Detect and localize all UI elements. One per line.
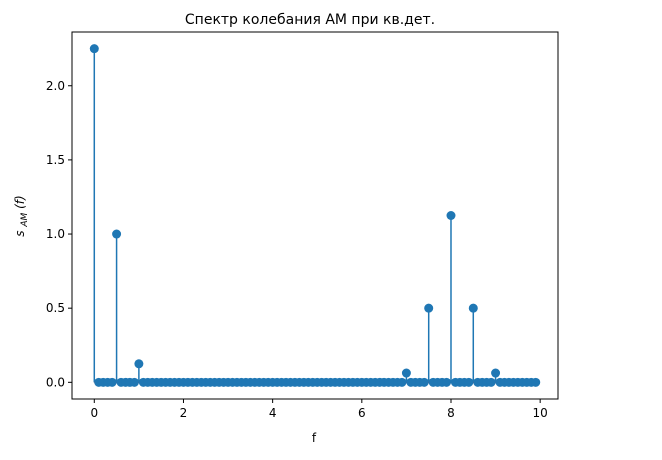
stem-marker — [464, 377, 474, 387]
y-axis-label: s AM (f) — [13, 195, 30, 236]
x-tick-label: 10 — [533, 406, 548, 420]
stem-marker — [446, 211, 456, 220]
stem-marker — [107, 377, 117, 387]
stem-marker — [442, 377, 452, 387]
x-axis-ticks: 0 2 4 6 8 10 — [90, 399, 548, 420]
stem-marker — [491, 368, 501, 378]
y-axis-label-sub: AM — [20, 212, 30, 227]
x-tick-label: 6 — [358, 406, 366, 420]
y-tick-label: 1.0 — [46, 227, 65, 241]
y-axis-label-rest: (f) — [13, 195, 27, 209]
stem-marker — [112, 229, 122, 239]
stem-marker — [89, 44, 99, 54]
y-axis-ticks: 0.0 0.5 1.0 1.5 2.0 — [46, 79, 72, 389]
plot-area — [89, 44, 541, 387]
x-axis-label: f — [312, 431, 317, 445]
stem-marker — [401, 368, 411, 378]
y-tick-label: 0.0 — [46, 375, 65, 389]
stem-marker — [397, 377, 407, 387]
stem-marker — [531, 377, 541, 387]
x-tick-label: 8 — [447, 406, 455, 420]
axes-frame — [71, 31, 559, 400]
y-tick-label: 0.5 — [46, 301, 65, 315]
stem-marker — [468, 303, 478, 313]
stem-marker — [424, 303, 434, 313]
stem-marker — [134, 359, 144, 369]
y-tick-label: 2.0 — [46, 79, 65, 93]
stem-marker — [486, 377, 496, 387]
y-tick-label: 1.5 — [46, 153, 65, 167]
stem-marker — [419, 377, 429, 387]
y-axis-label-main: s — [13, 230, 27, 236]
x-tick-label: 0 — [90, 406, 98, 420]
x-tick-label: 4 — [269, 406, 277, 420]
chart-title: Спектр колебания АМ при кв.дет. — [185, 12, 435, 28]
stem-marker — [129, 377, 139, 387]
x-tick-label: 2 — [180, 406, 188, 420]
